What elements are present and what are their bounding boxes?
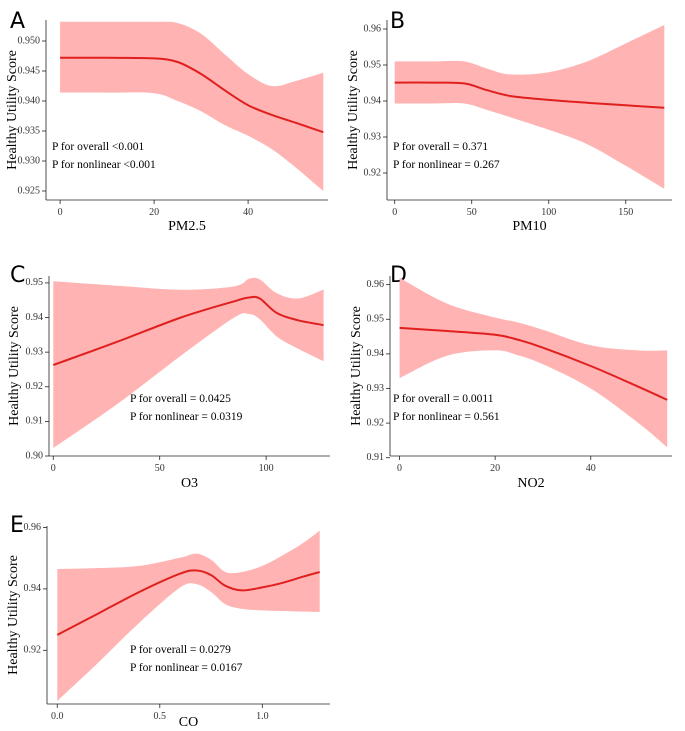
x-axis-title: PM2.5 — [168, 219, 206, 234]
x-tick-label: 0.0 — [51, 711, 64, 722]
p-nonlinear-annotation: P for nonlinear = 0.0319 — [130, 411, 243, 423]
x-tick-label: 20 — [149, 207, 159, 218]
p-nonlinear-annotation: P for nonlinear <0.001 — [52, 159, 156, 171]
y-tick-label: 0.92 — [364, 167, 382, 178]
y-axis-title: Healthy Utility Score — [5, 50, 20, 170]
chart-panel-a: A 0 20 40 0.925 0.930 0.935 0.940 0.945 0.950 PM2.… — [5, 9, 328, 234]
chart-panel-d: D0 20 400.910.920.930.940.950.96NO2Healthy… — [349, 263, 672, 491]
estimate-line — [399, 326, 668, 401]
estimate-line — [56, 569, 320, 636]
p-overall-annotation: P for overall = 0.0011 — [393, 393, 494, 405]
p-overall-annotation: P for overall <0.001 — [52, 141, 145, 153]
y-tick-label: 0.94 — [26, 312, 44, 323]
y-tick-label: 0.96 — [364, 23, 382, 34]
x-tick-label: 0 — [397, 463, 402, 474]
y-axis-title: Healthy Utility Score — [7, 306, 22, 426]
x-tick-label: 40 — [586, 463, 596, 474]
y-tick-label: 0.94 — [24, 583, 42, 594]
panel-letter: C — [10, 263, 25, 288]
p-overall-annotation: P for overall = 0.371 — [393, 141, 488, 153]
y-tick-label: 0.950 — [18, 35, 41, 46]
y-tick-label: 0.90 — [26, 450, 44, 461]
y-tick-label: 0.92 — [367, 417, 385, 428]
x-tick-label: 0 — [51, 463, 56, 474]
confidence-band — [394, 25, 665, 189]
y-tick-label: 0.95 — [364, 59, 382, 70]
panel-letter: B — [390, 9, 405, 34]
p-overall-annotation: P for overall = 0.0279 — [130, 644, 231, 656]
chart-panel-e: E 0.0 0.5 1.0 0.92 0.94 0.96 CO Healthy Utility … — [6, 513, 330, 730]
x-tick-label: 0 — [58, 207, 63, 218]
x-tick-label: 50 — [467, 207, 477, 218]
x-tick-label: 0 — [392, 207, 397, 218]
confidence-band — [53, 277, 324, 448]
estimate-line — [394, 81, 665, 109]
y-tick-label: 0.940 — [18, 95, 41, 106]
y-tick-label: 0.93 — [367, 383, 385, 394]
y-tick-label: 0.935 — [18, 125, 41, 136]
y-tick-label: 0.94 — [367, 348, 385, 359]
x-tick-label: 20 — [490, 463, 500, 474]
panel-letter: A — [10, 9, 25, 34]
confidence-band — [399, 277, 668, 448]
y-axis-title: Healthy Utility Score — [346, 50, 361, 170]
x-axis-title: NO2 — [517, 476, 544, 491]
y-tick-label: 0.93 — [364, 131, 382, 142]
estimate-line — [60, 56, 324, 134]
x-tick-label: 0.5 — [154, 711, 167, 722]
y-tick-label: 0.91 — [367, 452, 385, 463]
confidence-band — [60, 21, 324, 192]
y-tick-label: 0.92 — [26, 381, 44, 392]
p-nonlinear-annotation: P for nonlinear = 0.0167 — [130, 662, 243, 674]
y-axis-title: Healthy Utility Score — [6, 555, 21, 675]
chart-panel-c: C 0 50 100 0.90 0.91 0.92 0.93 0.94 0.95 O3 Healthy… — [7, 263, 330, 491]
y-tick-label: 0.96 — [367, 279, 385, 290]
x-tick-label: 40 — [243, 207, 253, 218]
x-tick-label: 100 — [259, 463, 274, 474]
y-tick-label: 0.93 — [26, 346, 44, 357]
estimate-line — [52, 295, 324, 366]
x-tick-label: 100 — [541, 207, 556, 218]
confidence-band — [57, 530, 320, 701]
x-tick-label: 150 — [618, 207, 633, 218]
y-tick-label: 0.930 — [18, 155, 41, 166]
y-tick-label: 0.92 — [24, 645, 42, 656]
p-nonlinear-annotation: P for nonlinear = 0.267 — [393, 159, 500, 171]
y-tick-label: 0.91 — [26, 416, 44, 427]
x-tick-label: 1.0 — [256, 711, 269, 722]
y-axis-title: Healthy Utility Score — [349, 306, 364, 426]
y-tick-label: 0.95 — [367, 314, 385, 325]
panel-letter: E — [10, 513, 24, 538]
p-nonlinear-annotation: P for nonlinear = 0.561 — [393, 411, 500, 423]
p-overall-annotation: P for overall = 0.0425 — [130, 393, 231, 405]
chart-panel-b: B 0 50 100 150 0.92 0.93 0.94 0.95 0.96 PM10 Health… — [346, 9, 672, 234]
y-tick-label: 0.945 — [18, 65, 41, 76]
y-tick-label: 0.95 — [26, 277, 44, 288]
y-tick-label: 0.925 — [18, 185, 41, 196]
x-axis-title: O3 — [181, 476, 198, 491]
x-axis-title: CO — [179, 715, 198, 730]
y-tick-label: 0.96 — [24, 522, 42, 533]
x-axis-title: PM10 — [512, 219, 546, 234]
y-tick-label: 0.94 — [364, 95, 382, 106]
x-tick-label: 50 — [155, 463, 165, 474]
